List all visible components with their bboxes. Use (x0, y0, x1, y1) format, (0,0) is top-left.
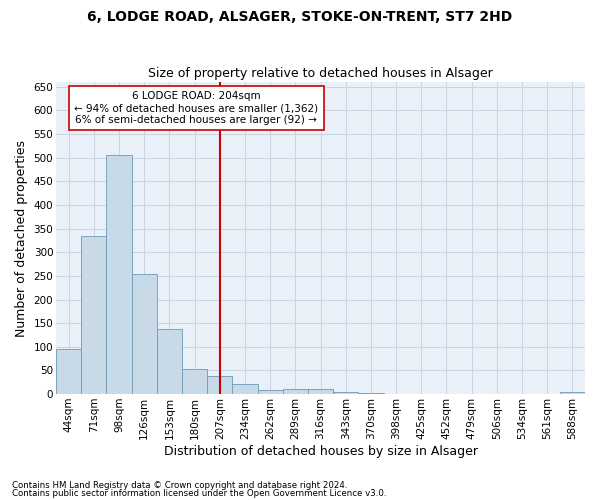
Bar (106, 156, 131, 394)
Title: Size of property relative to detached houses in Alsager: Size of property relative to detached ho… (148, 66, 493, 80)
Bar (308, 389, 333, 394)
Bar (81, 236, 106, 394)
Bar (358, 393, 383, 394)
Bar (56, 348, 81, 394)
Bar (257, 390, 283, 394)
Bar (232, 384, 257, 394)
Bar (182, 368, 207, 394)
Text: 6, LODGE ROAD, ALSAGER, STOKE-ON-TRENT, ST7 2HD: 6, LODGE ROAD, ALSAGER, STOKE-ON-TRENT, … (88, 10, 512, 24)
Text: Contains public sector information licensed under the Open Government Licence v3: Contains public sector information licen… (12, 488, 386, 498)
Bar (283, 389, 308, 394)
Bar (560, 392, 585, 394)
Text: Contains HM Land Registry data © Crown copyright and database right 2024.: Contains HM Land Registry data © Crown c… (12, 481, 347, 490)
Y-axis label: Number of detached properties: Number of detached properties (15, 140, 28, 336)
Text: 6 LODGE ROAD: 204sqm
← 94% of detached houses are smaller (1,362)
6% of semi-det: 6 LODGE ROAD: 204sqm ← 94% of detached h… (74, 92, 319, 124)
Bar (157, 330, 182, 394)
X-axis label: Distribution of detached houses by size in Alsager: Distribution of detached houses by size … (164, 444, 478, 458)
Bar (207, 376, 232, 394)
Bar (333, 392, 358, 394)
Bar (131, 274, 157, 394)
